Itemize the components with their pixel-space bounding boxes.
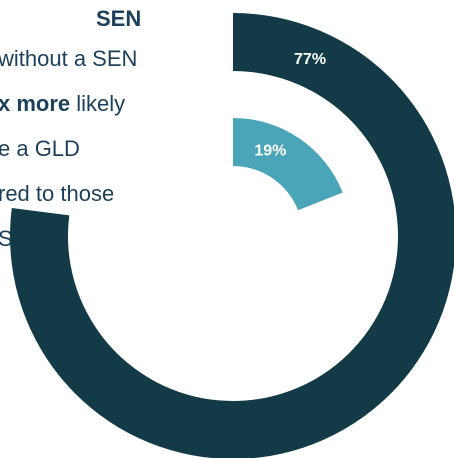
sen-heading: SEN (96, 6, 142, 31)
sen-text-line-1: without a SEN (0, 46, 138, 71)
sen-text-line-2: x more likely (0, 89, 125, 119)
arc-label-19: 19% (254, 143, 286, 160)
sen-text-line-4: red to those (0, 181, 115, 206)
sen-text-line-2-rest: likely (70, 91, 126, 116)
sen-text-line-3: e a GLD (0, 136, 80, 161)
sen-text-block: SEN without a SEN x more likely e a GLD … (0, 0, 220, 270)
chart-labels: 77% 19% (254, 51, 326, 160)
arc-19 (233, 118, 343, 211)
chart-arcs (10, 13, 454, 458)
emphasis-text: x more (0, 91, 71, 116)
arc-label-77: 77% (294, 51, 326, 68)
arc-77 (10, 13, 454, 458)
